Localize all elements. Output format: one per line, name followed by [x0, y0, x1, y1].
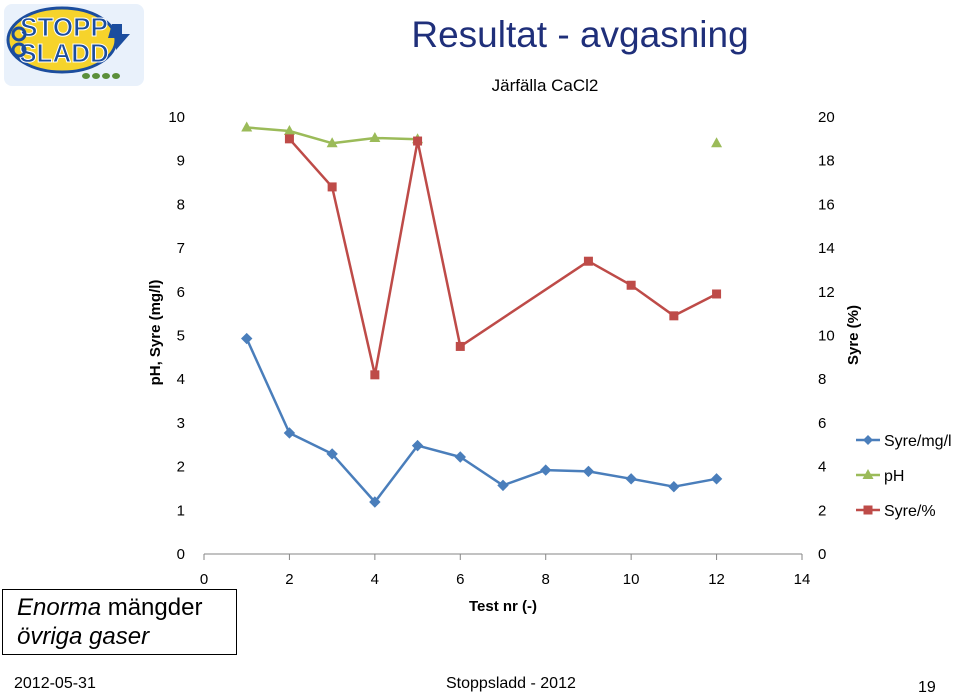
data-point-syre-mg-l — [241, 332, 253, 345]
y2-tick-label: 2 — [818, 502, 826, 519]
data-point-syre-mg-l — [454, 451, 466, 463]
data-point-syre-mg-l — [710, 473, 723, 485]
y2-tick-label: 8 — [818, 371, 826, 388]
data-point-syre-mg-l — [497, 479, 509, 492]
logo-stone-icon — [82, 73, 90, 79]
y2-tick-label: 0 — [818, 546, 826, 563]
logo-stone-icon — [102, 73, 110, 79]
note-box: Enorma mängder övriga gaser — [2, 589, 237, 655]
x-axis-title: Test nr (-) — [469, 598, 537, 615]
data-point-syre- — [583, 256, 593, 266]
logo-text-stopp: STOPP — [20, 12, 108, 42]
data-point-syre-mg-l — [582, 465, 595, 478]
data-point-syre- — [327, 182, 337, 192]
y-tick-label: 3 — [177, 415, 185, 432]
data-point-syre- — [669, 311, 679, 321]
data-point-ph — [369, 131, 381, 142]
y2-tick-label: 10 — [818, 328, 835, 345]
data-point-syre- — [712, 289, 722, 299]
series-line-syre-mg-l — [245, 338, 717, 504]
y2-axis-title: Syre (%) — [845, 305, 862, 365]
x-tick-label: 0 — [200, 571, 208, 588]
y-tick-label: 0 — [177, 546, 185, 563]
legend-marker — [863, 435, 873, 445]
data-point-syre-mg-l — [540, 464, 552, 476]
legend-marker — [863, 505, 873, 515]
data-point-syre- — [626, 280, 636, 290]
data-point-ph — [241, 121, 253, 132]
y2-tick-label: 6 — [818, 415, 826, 432]
data-point-syre-mg-l — [326, 448, 338, 460]
y-tick-label: 6 — [177, 284, 185, 301]
x-tick-label: 6 — [456, 571, 464, 588]
y-tick-label: 9 — [177, 153, 185, 170]
logo-stone-icon — [112, 73, 120, 79]
data-point-syre-mg-l — [411, 439, 424, 452]
data-point-syre- — [284, 134, 294, 144]
slide-title: Resultat - avgasning — [411, 14, 749, 55]
data-point-syre-mg-l — [625, 473, 637, 485]
y-tick-label: 10 — [168, 109, 185, 126]
x-tick-label: 14 — [794, 571, 811, 588]
note-line-2: övriga gaser — [17, 623, 150, 650]
footer-date: 2012-05-31 — [14, 675, 96, 692]
data-point-ph — [283, 124, 295, 135]
y-tick-label: 4 — [177, 371, 185, 388]
logo-wheel-icon — [11, 42, 27, 58]
y2-tick-label: 16 — [818, 196, 835, 213]
logo-wheel-icon — [11, 26, 27, 42]
x-tick-label: 4 — [371, 571, 379, 588]
y-tick-label: 2 — [177, 459, 185, 476]
y2-tick-label: 20 — [818, 109, 835, 126]
data-point-syre-mg-l — [283, 427, 296, 439]
series-line-syre- — [288, 138, 718, 377]
data-point-syre- — [370, 370, 380, 380]
page-number: 19 — [918, 679, 936, 696]
data-point-syre-mg-l — [668, 480, 680, 493]
data-point-syre- — [455, 341, 465, 351]
stoppsladd-logo: STOPP SLADD — [4, 4, 144, 86]
legend-label: Syre/% — [884, 503, 936, 520]
legend-label: pH — [884, 468, 904, 485]
legend-label: Syre/mg/l — [884, 433, 952, 450]
x-tick-label: 2 — [285, 571, 293, 588]
note-emphasis: Enorma — [17, 594, 102, 621]
y2-tick-label: 4 — [818, 459, 826, 476]
data-point-syre- — [413, 136, 423, 146]
logo-plug-icon — [108, 24, 130, 50]
data-point-ph — [326, 137, 338, 148]
logo-stone-icon — [92, 73, 100, 79]
y-tick-label: 5 — [177, 328, 185, 345]
x-tick-label: 12 — [708, 571, 725, 588]
footer-center: Stoppsladd - 2012 — [446, 675, 576, 692]
logo-text-sladd: SLADD — [19, 38, 109, 68]
chart-title: Järfälla CaCl2 — [492, 76, 599, 95]
y2-tick-label: 12 — [818, 284, 835, 301]
y-tick-label: 1 — [177, 502, 185, 519]
legend-marker — [862, 469, 874, 479]
y2-tick-label: 14 — [818, 240, 835, 257]
data-point-syre-mg-l — [369, 496, 381, 508]
y-tick-label: 8 — [177, 196, 185, 213]
data-point-ph — [711, 137, 723, 148]
x-tick-label: 10 — [623, 571, 640, 588]
y-tick-label: 7 — [177, 240, 185, 257]
y2-tick-label: 18 — [818, 153, 835, 170]
y-axis-title: pH, Syre (mg/l) — [147, 280, 164, 386]
x-tick-label: 8 — [542, 571, 550, 588]
note-text-rest: mängder — [101, 594, 203, 621]
